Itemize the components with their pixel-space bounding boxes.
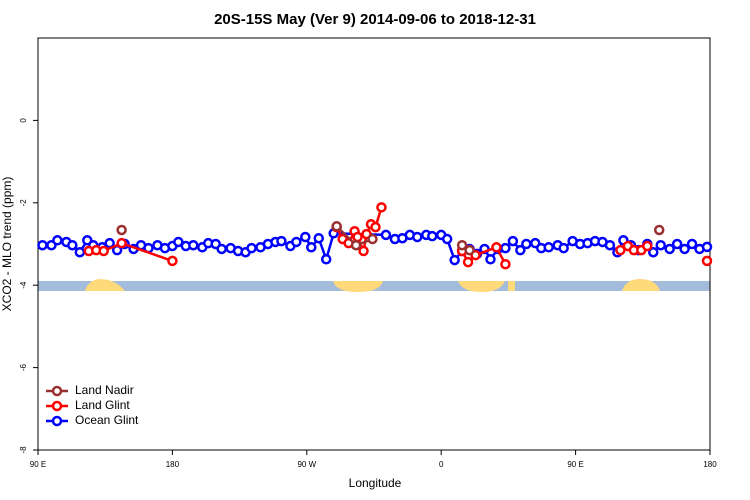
data-point <box>52 235 63 246</box>
land-band <box>333 281 383 292</box>
data-point <box>380 229 392 241</box>
legend-marker <box>51 385 63 397</box>
data-point <box>462 256 474 268</box>
data-point <box>331 221 342 232</box>
data-point <box>143 242 154 254</box>
x-tick-label: 90 E <box>30 460 46 469</box>
chart-title: 20S-15S May (Ver 9) 2014-09-06 to 2018-1… <box>214 11 536 28</box>
data-point <box>216 243 227 255</box>
data-point <box>507 235 519 247</box>
data-point <box>350 239 362 251</box>
data-point <box>653 224 665 236</box>
data-point <box>679 243 690 255</box>
data-point <box>543 242 554 253</box>
data-point <box>276 235 287 247</box>
data-point <box>74 246 86 258</box>
data-point <box>352 231 363 243</box>
data-point <box>485 253 496 265</box>
legend-marker <box>51 400 63 412</box>
y-tick-label: -4 <box>19 281 28 289</box>
x-tick-label: 180 <box>703 460 717 469</box>
data-point <box>188 239 199 251</box>
data-point <box>358 245 369 257</box>
data-point <box>98 245 109 257</box>
land-band <box>622 279 660 291</box>
data-point <box>291 236 302 248</box>
data-point <box>300 231 311 243</box>
data-point <box>104 237 115 249</box>
data-point <box>615 244 626 256</box>
data-point <box>655 239 666 251</box>
data-point <box>313 232 324 244</box>
legend-label: Land Nadir <box>75 383 134 397</box>
data-point <box>167 255 178 267</box>
data-point <box>116 237 127 249</box>
x-tick-label: 90 W <box>297 460 316 469</box>
data-point <box>367 233 378 245</box>
data-point <box>464 244 475 256</box>
data-point <box>449 254 460 266</box>
data-point <box>426 230 438 242</box>
data-point <box>376 202 387 213</box>
y-tick-label: -6 <box>19 363 28 371</box>
data-point <box>441 233 453 245</box>
data-point <box>412 231 423 243</box>
data-point <box>671 238 683 250</box>
data-point <box>306 242 317 253</box>
data-point <box>173 236 184 248</box>
land-band <box>458 281 505 292</box>
data-point <box>37 239 48 251</box>
x-tick-label: 180 <box>166 460 180 469</box>
data-point <box>491 242 502 253</box>
data-point <box>604 239 616 251</box>
data-point <box>320 253 332 265</box>
data-point <box>246 242 257 254</box>
data-point <box>701 255 713 267</box>
legend-marker <box>51 415 63 427</box>
legend-label: Land Glint <box>75 398 130 412</box>
data-point <box>67 239 78 251</box>
data-point <box>648 246 659 258</box>
land-band <box>508 281 515 291</box>
x-tick-label: 0 <box>439 460 444 469</box>
data-point <box>642 240 653 252</box>
data-point <box>500 258 511 270</box>
x-tick-label: 90 E <box>567 460 583 469</box>
y-tick-label: 0 <box>19 118 28 123</box>
x-axis-label: Longitude <box>349 476 402 490</box>
y-tick-label: -8 <box>19 446 28 454</box>
data-point <box>116 224 127 236</box>
data-point <box>456 239 468 251</box>
y-tick-label: -2 <box>19 199 28 207</box>
data-point <box>515 244 526 256</box>
data-point <box>500 242 511 254</box>
legend-label: Ocean Glint <box>75 413 139 427</box>
data-point <box>701 241 713 253</box>
land-band <box>85 279 125 291</box>
data-point <box>558 242 569 254</box>
data-point <box>370 221 381 233</box>
surface-band <box>38 279 710 292</box>
y-axis-label: XCO2 - MLO trend (ppm) <box>0 177 14 312</box>
data-point <box>521 238 532 250</box>
data-point <box>686 238 698 250</box>
data-point <box>664 243 675 255</box>
